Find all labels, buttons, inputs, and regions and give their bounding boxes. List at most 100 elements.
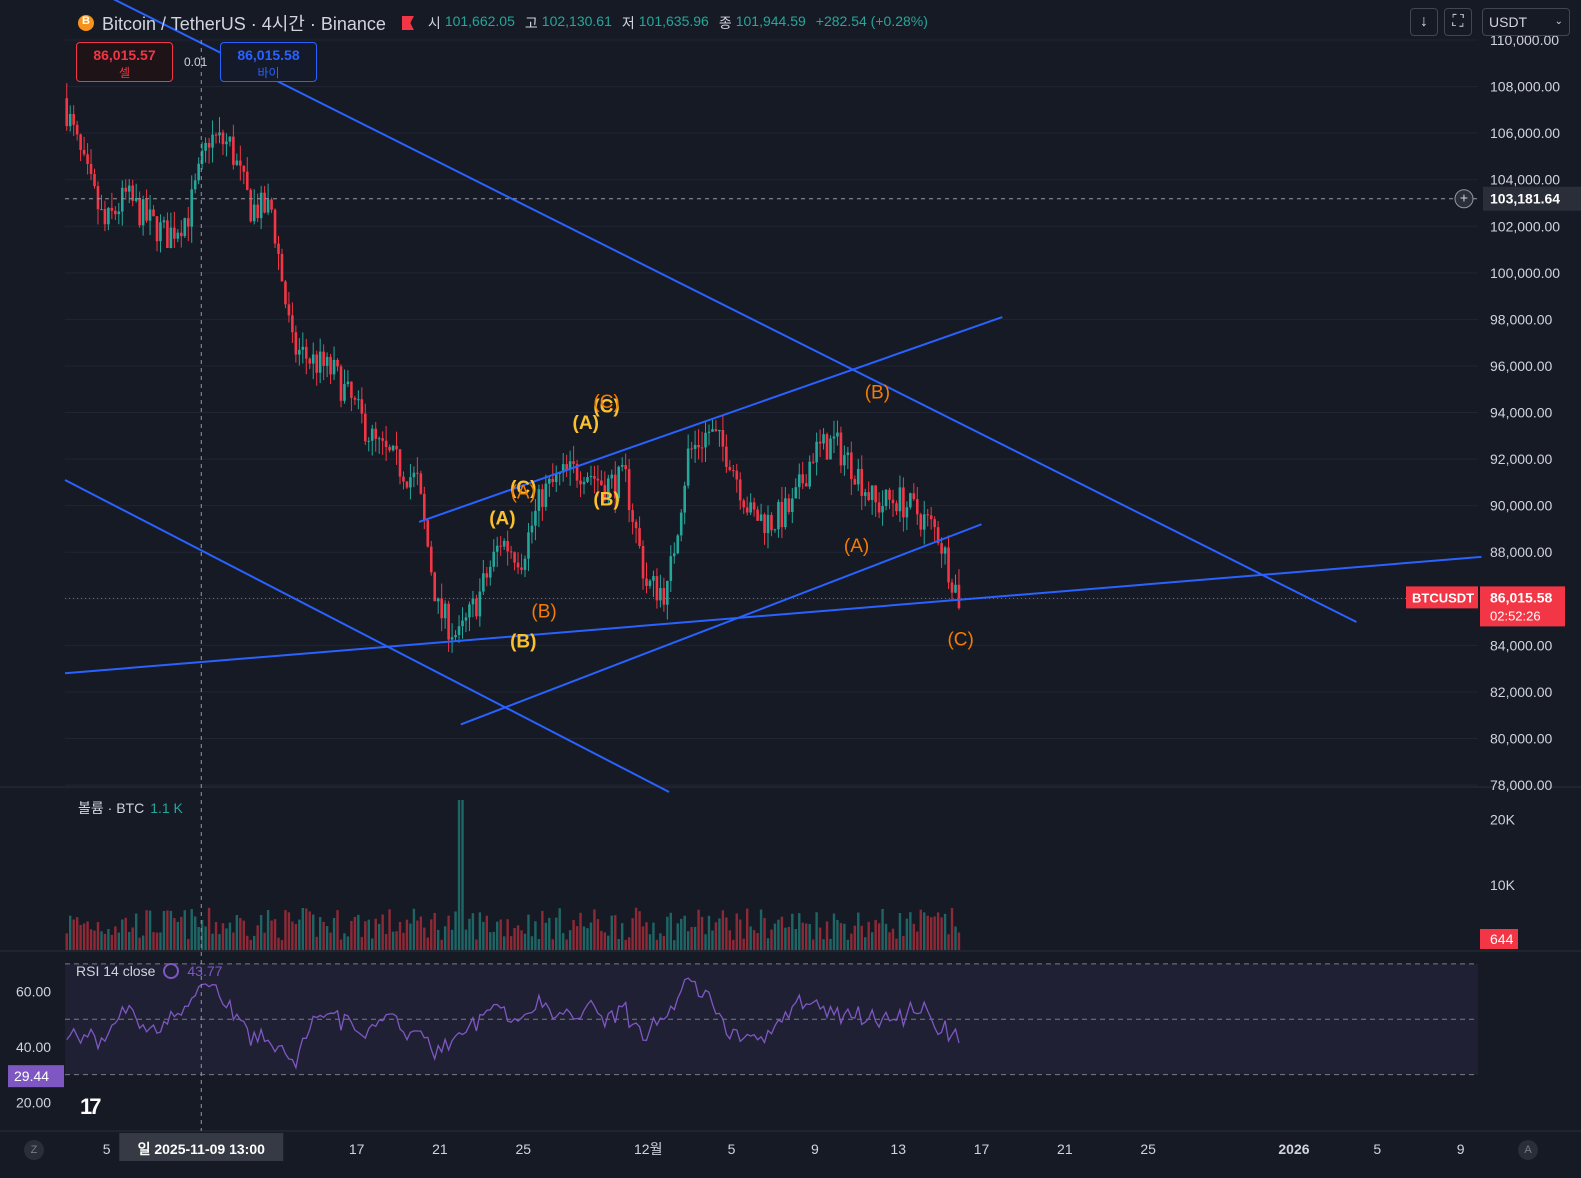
candle-body — [252, 204, 256, 222]
candle-body — [613, 474, 617, 499]
time-tick-label: 25 — [515, 1141, 531, 1157]
auto-scale-badge[interactable]: A — [1518, 1140, 1538, 1160]
candle-body — [780, 501, 784, 528]
tradingview-logo[interactable]: 17 — [80, 1094, 102, 1119]
volume-bar — [82, 923, 86, 950]
candle-body — [134, 198, 138, 201]
volume-bar — [912, 923, 916, 950]
candle-body — [763, 514, 766, 534]
open-key: 시 — [427, 15, 441, 31]
candle-body — [634, 521, 638, 529]
volume-bar — [207, 907, 211, 950]
volume-bar — [374, 918, 377, 950]
volume-bar — [437, 929, 440, 950]
candle-body — [527, 532, 530, 559]
candle-body — [586, 477, 589, 482]
volume-bar — [416, 920, 419, 950]
volume-bar — [614, 915, 617, 950]
volume-bar — [815, 912, 818, 950]
volume-bar — [898, 913, 902, 950]
candle-body — [693, 444, 697, 450]
candle-body — [186, 218, 190, 227]
candle-body — [728, 466, 732, 471]
volume-bar — [721, 910, 725, 950]
volume-bar — [957, 932, 961, 950]
volume-bar — [100, 931, 103, 950]
volume-last-tag — [1480, 929, 1518, 949]
volume-bar — [662, 935, 666, 950]
refresh-icon[interactable] — [163, 963, 180, 979]
rsi-legend[interactable]: RSI 14 close 43.77 — [76, 963, 222, 979]
symbol-title[interactable]: Bitcoin / TetherUS · 4시간 · Binance — [102, 14, 386, 34]
candle-body — [360, 399, 364, 414]
rsi-value: 43.77 — [187, 963, 223, 979]
wave-label: (C) — [947, 629, 973, 650]
crosshair-price-tag — [1483, 186, 1581, 211]
candle-body — [936, 527, 940, 544]
candle-body — [384, 440, 388, 448]
candle-body — [752, 502, 756, 510]
candle-body — [700, 447, 704, 449]
candle-body — [672, 553, 676, 557]
sell-button[interactable]: 86,015.57 셀 — [76, 42, 173, 82]
candle-body — [190, 189, 194, 227]
volume-bar — [579, 912, 582, 950]
rsi-title: RSI 14 close — [76, 963, 156, 979]
volume-bar — [933, 916, 936, 950]
currency-select[interactable]: USDT ⌄ — [1482, 8, 1570, 36]
fullscreen-button[interactable]: ⛶ — [1444, 8, 1472, 36]
volume-bar — [874, 919, 877, 950]
candle-body — [277, 243, 280, 254]
volume-bar — [555, 917, 558, 950]
candle-body — [110, 207, 114, 211]
candle-body — [773, 529, 777, 531]
candle-body — [506, 540, 509, 552]
candle-body — [697, 444, 700, 448]
candle-body — [249, 189, 253, 222]
volume-bar — [169, 910, 173, 950]
volume-bar — [464, 929, 468, 950]
candle-body — [832, 436, 836, 439]
timezone-badge[interactable]: Z — [24, 1140, 44, 1160]
plus-circle-icon — [1454, 189, 1474, 209]
volume-bar — [527, 914, 530, 950]
download-button[interactable]: ↓ — [1410, 8, 1438, 36]
candle-body — [280, 253, 284, 282]
volume-bar — [197, 927, 200, 950]
volume-legend[interactable]: 볼륨 · BTC 1.1 K — [78, 798, 183, 818]
volume-bar — [850, 933, 853, 950]
buy-label: 바이 — [257, 66, 280, 80]
buy-button[interactable]: 86,015.58 바이 — [220, 42, 317, 82]
candle-body — [954, 584, 957, 593]
volume-bar — [943, 913, 947, 950]
volume-bar — [478, 912, 482, 950]
price-axis: 78,000.00 80,000.00 82,000.00 84,000.00 86,0… — [1406, 32, 1581, 793]
volume-bar — [242, 920, 245, 950]
volume-bar — [128, 932, 131, 950]
volume-bar — [627, 937, 631, 950]
price-tick-label: 88,000.00 — [1490, 544, 1552, 560]
candle-body — [173, 227, 176, 239]
candle-body — [89, 163, 93, 175]
candle-body — [770, 514, 773, 531]
volume-bar — [711, 930, 714, 950]
candle-body — [804, 483, 808, 487]
time-tick-label: 17 — [974, 1141, 990, 1157]
candle-body — [620, 465, 624, 467]
time-tick-label: 9 — [1457, 1141, 1465, 1157]
volume-bar — [506, 919, 509, 950]
volume-bar — [732, 939, 735, 950]
volume-bar — [805, 923, 808, 950]
volume-bar — [232, 932, 235, 950]
rsi-tick-label: 20.00 — [16, 1094, 51, 1110]
price-tick-label: 90,000.00 — [1490, 498, 1552, 514]
volume-bar — [752, 930, 756, 950]
volume-bar — [669, 912, 673, 950]
volume-bar — [888, 932, 891, 950]
candle-body — [86, 154, 89, 164]
volume-bar — [558, 908, 561, 950]
candle-body — [298, 349, 301, 355]
flag-icon[interactable] — [401, 16, 414, 30]
volume-bar — [79, 924, 82, 950]
